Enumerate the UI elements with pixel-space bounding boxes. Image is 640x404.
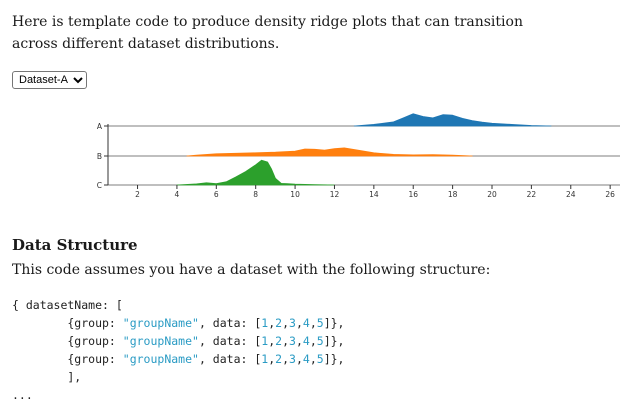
code-comma: , <box>309 334 317 348</box>
ridge-A <box>353 113 552 127</box>
code-number: 2 <box>275 334 283 348</box>
code-number: 5 <box>316 352 324 366</box>
x-tick-label: 24 <box>566 190 576 199</box>
code-number: 1 <box>261 352 269 366</box>
code-comma: , <box>282 352 290 366</box>
dataset-select[interactable]: Dataset-A <box>12 71 87 89</box>
x-tick-label: 16 <box>408 190 418 199</box>
code-number: 3 <box>289 352 296 366</box>
dataset-select-wrap: Dataset-A <box>12 68 87 89</box>
code-text: {group: <box>12 334 123 348</box>
code-string: "groupName" <box>122 352 199 366</box>
code-text: ]}, <box>323 334 345 348</box>
code-number: 4 <box>302 316 310 330</box>
code-comma: , <box>282 316 290 330</box>
x-tick-label: 12 <box>330 190 340 199</box>
code-text: , data: [ <box>198 334 262 348</box>
code-text: {group: <box>12 352 123 366</box>
x-tick-label: 6 <box>214 190 219 199</box>
y-tick-label-B: B <box>97 152 102 161</box>
y-tick-label-C: C <box>97 181 102 190</box>
code-number: 1 <box>261 334 269 348</box>
code-ellipsis: ... <box>12 388 33 402</box>
code-text: ]}, <box>323 352 345 366</box>
x-tick-label: 18 <box>448 190 458 199</box>
code-comma: , <box>309 316 317 330</box>
code-number: 2 <box>275 316 283 330</box>
code-text: {group: <box>12 316 123 330</box>
x-tick-label: 26 <box>605 190 615 199</box>
code-comma: , <box>268 334 276 348</box>
ridge-C <box>176 159 335 186</box>
x-tick-label: 14 <box>369 190 379 199</box>
code-number: 5 <box>316 316 324 330</box>
code-comma: , <box>295 316 303 330</box>
code-comma: , <box>268 352 276 366</box>
code-line: ], <box>67 370 82 384</box>
ridge-B <box>186 147 473 157</box>
code-string: "groupName" <box>122 334 199 348</box>
code-comma: , <box>295 352 303 366</box>
code-text: , data: [ <box>198 316 262 330</box>
code-block: { datasetName: [ {group: "groupName", da… <box>12 296 344 404</box>
section-title: Data Structure <box>12 236 138 254</box>
code-comma: , <box>268 316 276 330</box>
x-tick-label: 22 <box>527 190 537 199</box>
code-number: 1 <box>261 316 269 330</box>
code-text: , data: [ <box>198 352 262 366</box>
code-comma: , <box>282 334 290 348</box>
code-number: 4 <box>302 334 310 348</box>
section-description: This code assumes you have a dataset wit… <box>12 262 491 278</box>
code-line: { datasetName: [ <box>12 298 123 312</box>
code-number: 5 <box>316 334 324 348</box>
x-tick-label: 20 <box>487 190 497 199</box>
code-comma: , <box>309 352 317 366</box>
code-number: 3 <box>289 316 296 330</box>
y-tick-label-A: A <box>97 122 103 131</box>
code-text: ]}, <box>323 316 345 330</box>
x-tick-label: 2 <box>135 190 140 199</box>
x-tick-label: 4 <box>175 190 180 199</box>
code-comma: , <box>295 334 303 348</box>
code-number: 3 <box>289 334 296 348</box>
x-tick-label: 10 <box>290 190 300 199</box>
code-number: 4 <box>302 352 310 366</box>
code-number: 2 <box>275 352 283 366</box>
x-tick-label: 8 <box>253 190 258 199</box>
intro-text: Here is template code to produce density… <box>12 14 523 52</box>
code-string: "groupName" <box>122 316 199 330</box>
